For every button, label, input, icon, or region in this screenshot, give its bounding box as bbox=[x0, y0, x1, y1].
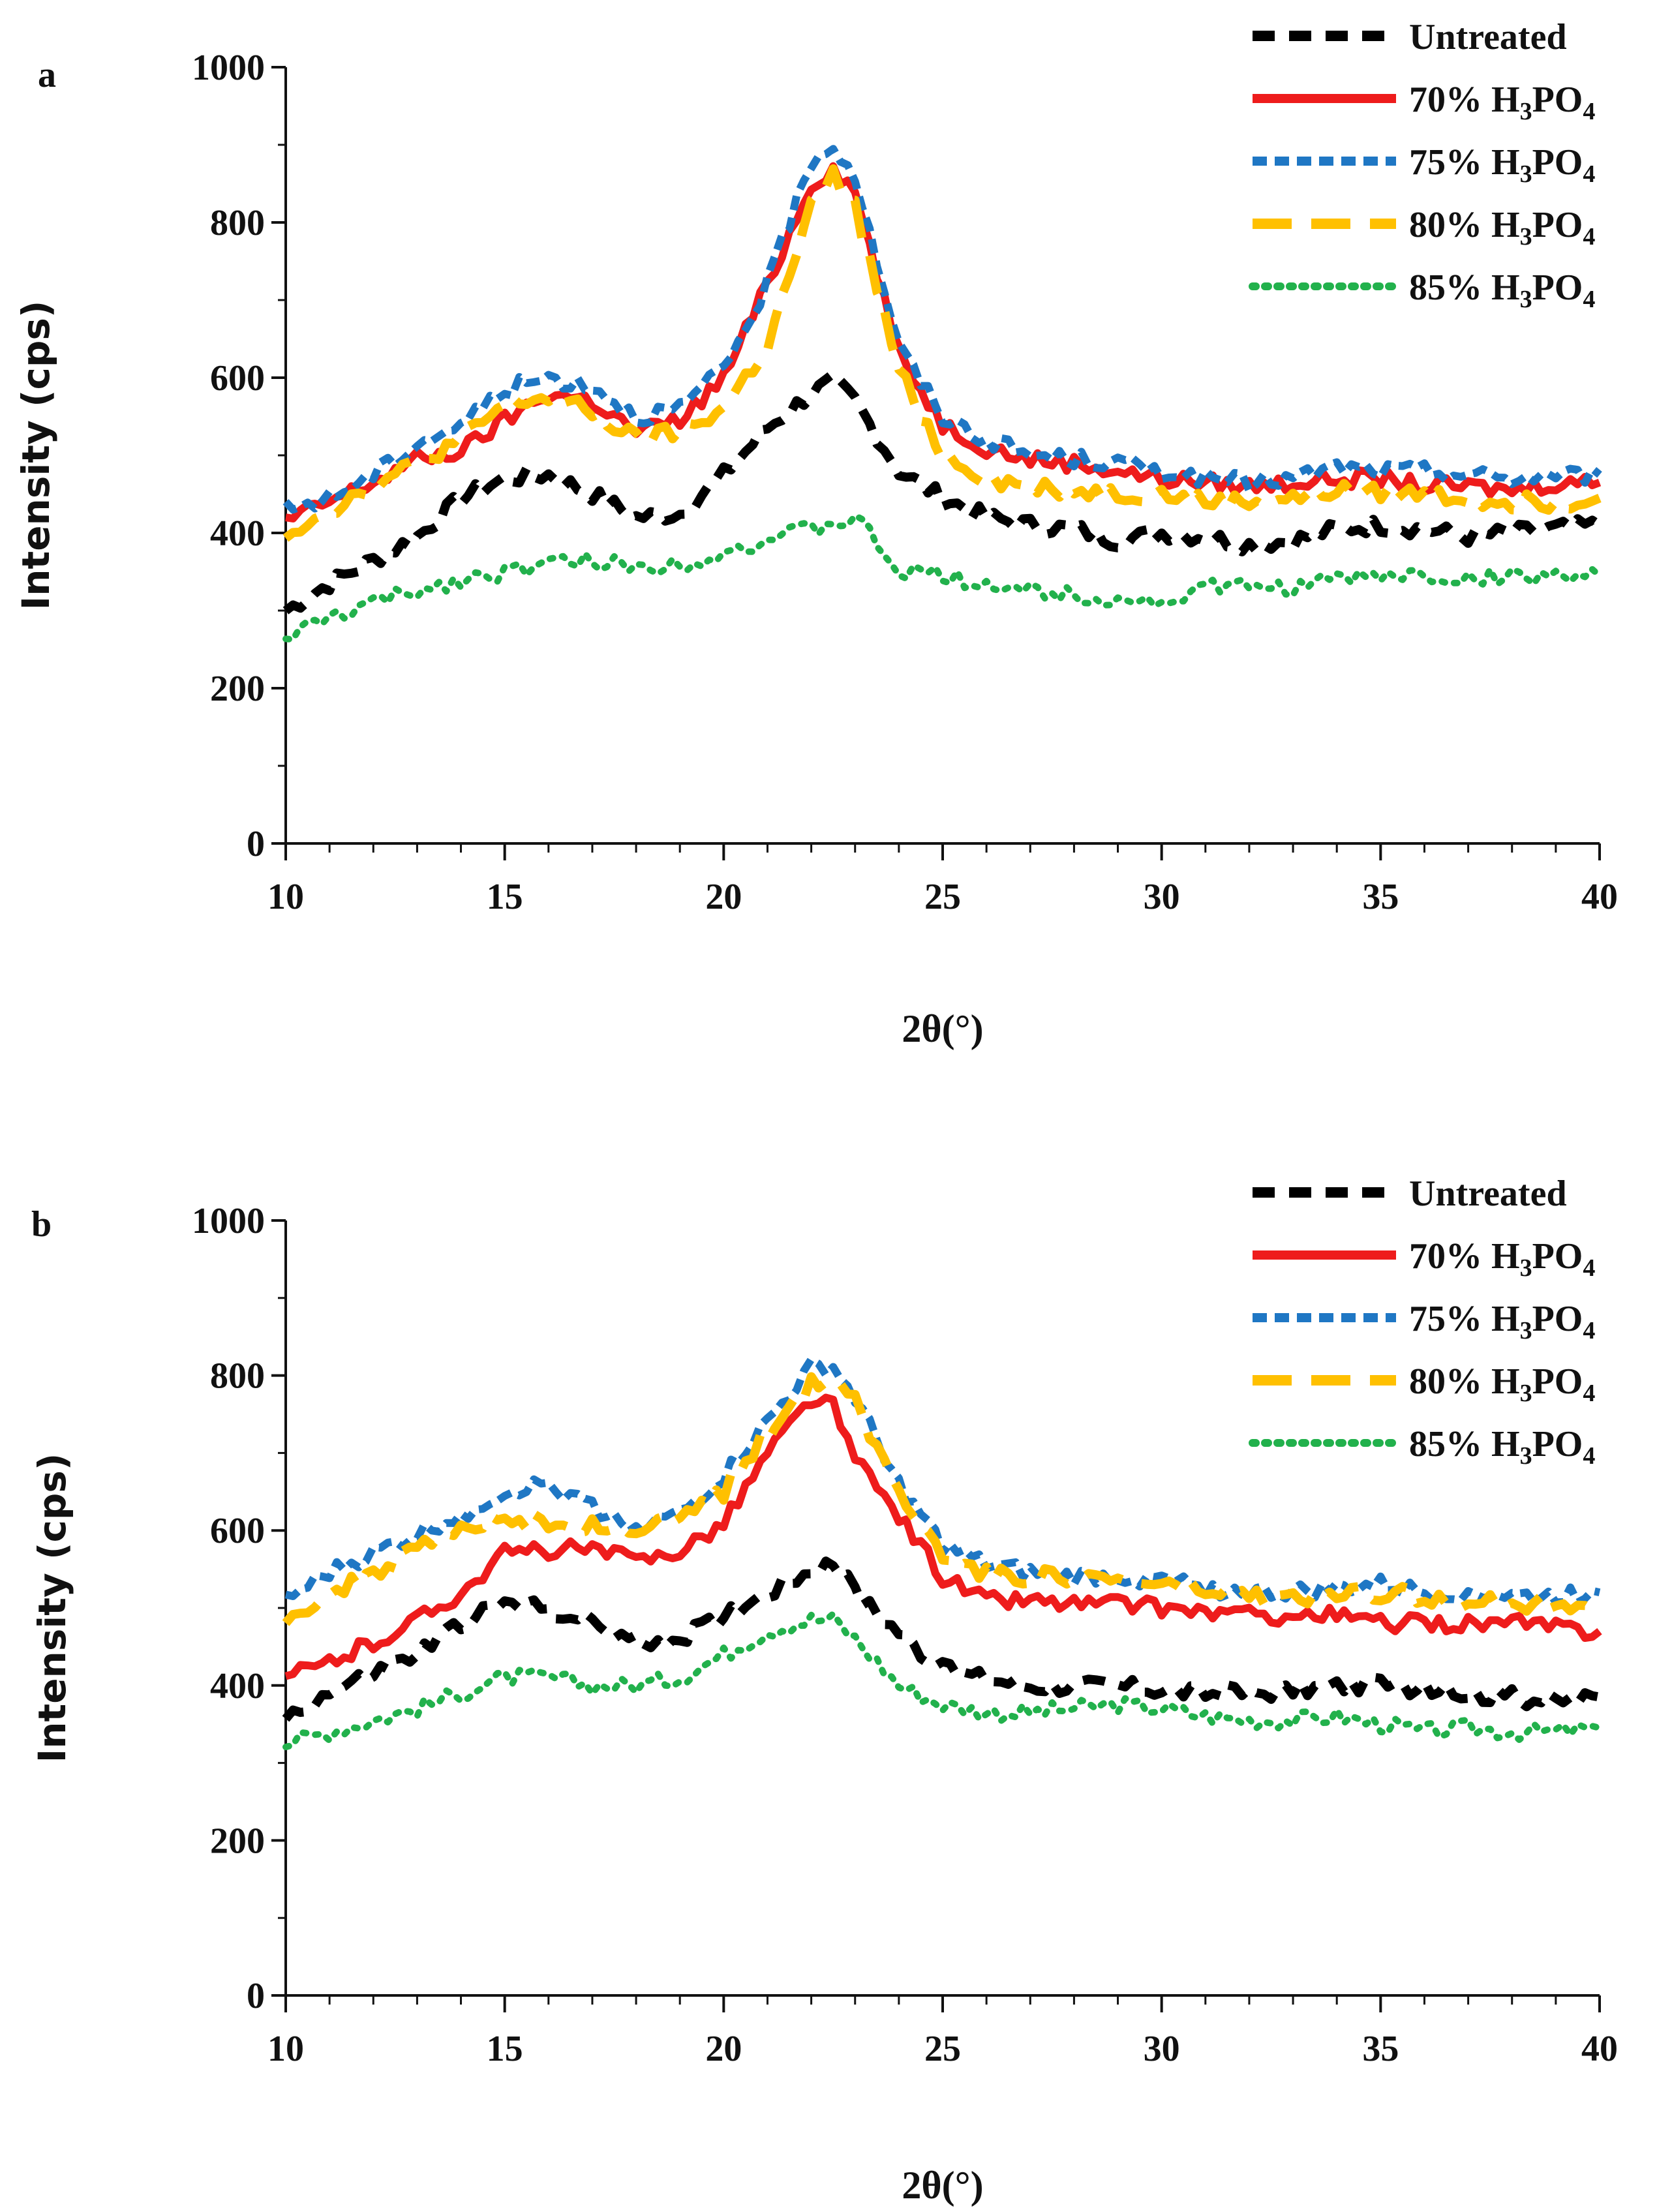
x-tick-label: 15 bbox=[487, 2029, 523, 2069]
x-tick-label: 15 bbox=[487, 877, 523, 917]
legend-label: 80% H3PO4 bbox=[1409, 205, 1595, 250]
y-tick-label: 0 bbox=[247, 1976, 265, 2016]
panel-letter: a bbox=[38, 55, 56, 95]
x-tick-label: 25 bbox=[924, 877, 961, 917]
legend-label: 80% H3PO4 bbox=[1409, 1361, 1595, 1407]
series-line-70-h3po4 bbox=[284, 1393, 1602, 1680]
x-tick-label: 20 bbox=[705, 877, 742, 917]
x-tick-label: 20 bbox=[705, 2029, 742, 2069]
x-tick-label: 10 bbox=[267, 2029, 304, 2069]
series-line-85-h3po4 bbox=[282, 1610, 1603, 1751]
legend-label: Untreated bbox=[1409, 17, 1567, 57]
series-line-untreated bbox=[282, 1556, 1601, 1722]
legend-label: 85% H3PO4 bbox=[1409, 1424, 1595, 1470]
x-tick-label: 40 bbox=[1581, 2029, 1618, 2069]
panel-letter: b bbox=[31, 1204, 52, 1245]
series-line-70-h3po4 bbox=[285, 162, 1602, 523]
y-axis-label: Intensity (cps) bbox=[14, 301, 58, 611]
legend-label: 85% H3PO4 bbox=[1409, 267, 1595, 313]
x-axis-label: 2θ(°) bbox=[902, 2164, 983, 2207]
x-tick-label: 35 bbox=[1362, 877, 1399, 917]
y-tick-label: 400 bbox=[210, 513, 265, 554]
y-tick-label: 1000 bbox=[192, 48, 265, 88]
legend-label: 70% H3PO4 bbox=[1409, 1236, 1595, 1282]
series-line-80-h3po4 bbox=[282, 164, 1602, 542]
legend-label: 70% H3PO4 bbox=[1409, 80, 1595, 125]
series-line-untreated bbox=[282, 369, 1602, 614]
x-tick-label: 35 bbox=[1362, 2029, 1399, 2069]
panel-a: a 0 200 400 600 800 1000 10 15 20 25 30 35 40 Intensit… bbox=[14, 17, 1618, 1050]
y-tick-label: 400 bbox=[210, 1666, 265, 1706]
legend-label: 75% H3PO4 bbox=[1409, 1299, 1595, 1344]
x-tick-label: 30 bbox=[1144, 877, 1180, 917]
y-axis-label: Intensity (cps) bbox=[30, 1453, 74, 1763]
y-tick-label: 200 bbox=[210, 1821, 265, 1861]
x-tick-label: 30 bbox=[1144, 2029, 1180, 2069]
x-axis-label: 2θ(°) bbox=[902, 1007, 983, 1050]
y-tick-label: 600 bbox=[210, 358, 265, 399]
y-tick-label: 1000 bbox=[192, 1201, 265, 1241]
y-tick-label: 600 bbox=[210, 1511, 265, 1551]
y-tick-label: 800 bbox=[210, 203, 265, 243]
y-tick-label: 0 bbox=[247, 824, 265, 864]
x-tick-label: 25 bbox=[924, 2029, 961, 2069]
series-line-85-h3po4 bbox=[282, 512, 1603, 643]
series-line-75-h3po4 bbox=[282, 145, 1602, 514]
panel-b: b 0 200 400 600 800 1000 10 15 20 25 30 35 40 Intensit… bbox=[30, 1174, 1618, 2207]
y-tick-label: 200 bbox=[210, 669, 265, 709]
legend-label: Untreated bbox=[1409, 1174, 1567, 1214]
y-tick-label: 800 bbox=[210, 1356, 265, 1397]
series-line-80-h3po4 bbox=[282, 1372, 1603, 1626]
x-tick-label: 40 bbox=[1581, 877, 1618, 917]
legend-label: 75% H3PO4 bbox=[1409, 142, 1595, 188]
x-tick-label: 10 bbox=[267, 877, 304, 917]
